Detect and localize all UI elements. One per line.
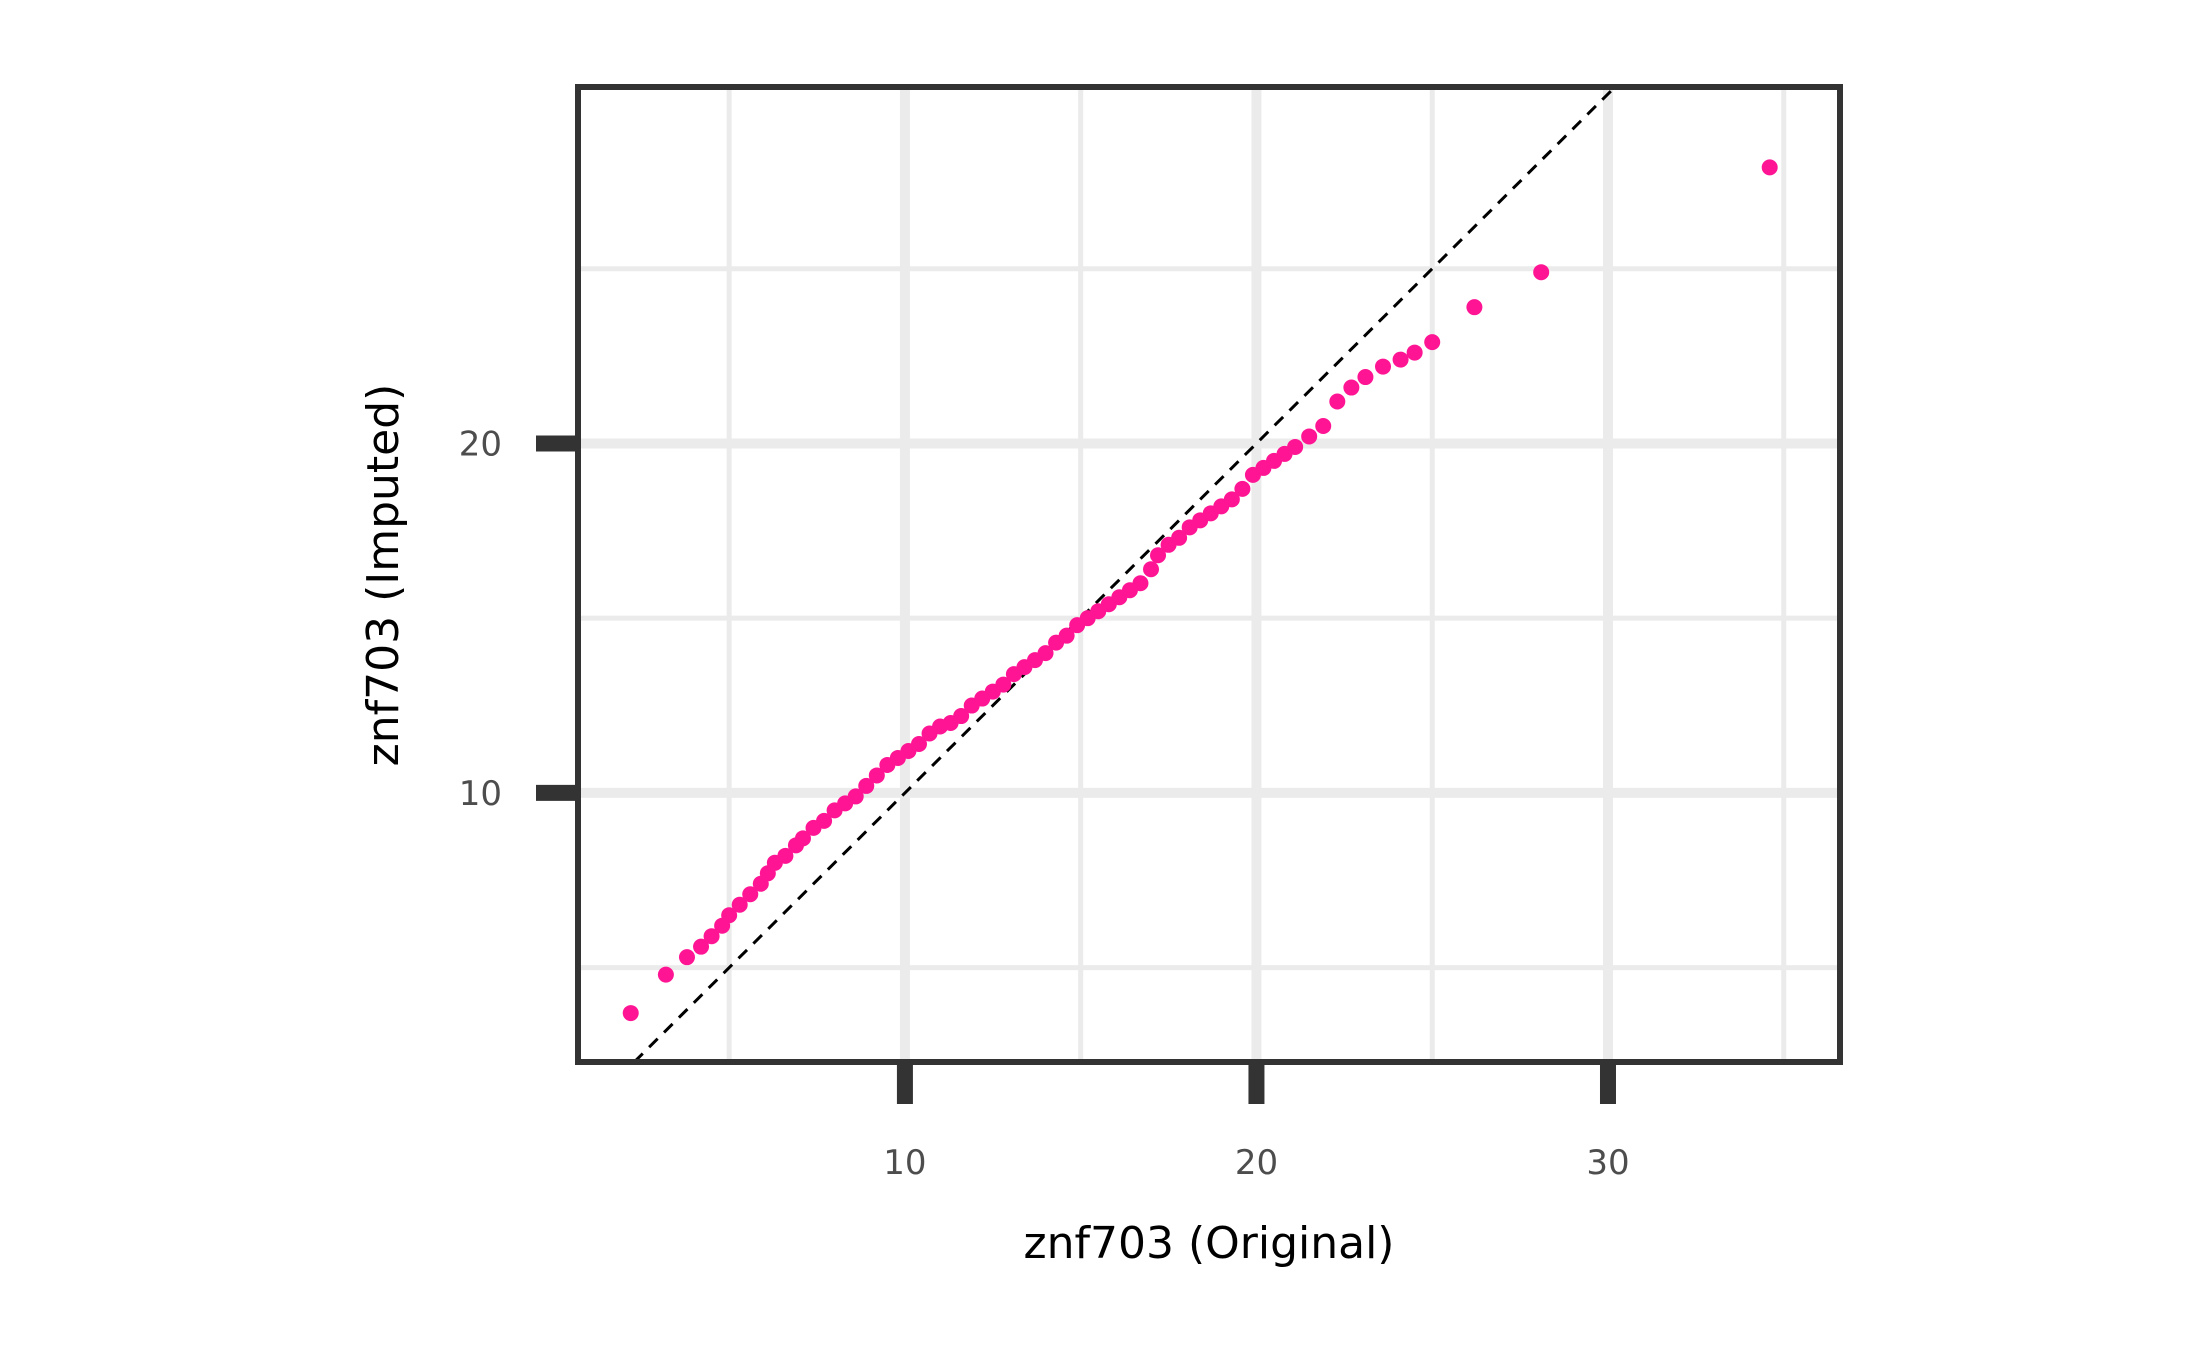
x-tick-label: 30 xyxy=(1586,1143,1629,1183)
data-point xyxy=(1357,369,1374,386)
data-point xyxy=(868,767,885,784)
data-point xyxy=(1424,334,1441,351)
data-point xyxy=(657,966,674,983)
panel-background xyxy=(578,87,1840,1062)
data-point xyxy=(731,896,748,913)
data-point xyxy=(1287,438,1304,455)
data-point xyxy=(1223,491,1240,508)
axis-ticks xyxy=(536,435,1616,1104)
data-point xyxy=(1466,299,1483,316)
data-point xyxy=(703,928,720,945)
y-tick-label: 10 xyxy=(459,774,502,814)
major-grid xyxy=(578,87,1840,1062)
data-point xyxy=(847,788,864,805)
data-point xyxy=(995,676,1012,693)
data-point xyxy=(742,886,759,903)
data-point xyxy=(1375,358,1392,375)
data-point xyxy=(1301,428,1318,445)
data-point xyxy=(910,735,927,752)
x-tick-label: 10 xyxy=(883,1143,926,1183)
data-point xyxy=(721,907,738,924)
data-point xyxy=(1392,351,1409,368)
data-point xyxy=(794,830,811,847)
panel-border xyxy=(575,84,1843,1065)
x-axis-title: znf703 (Original) xyxy=(1024,1218,1395,1269)
minor-grid xyxy=(578,87,1840,1062)
data-point xyxy=(1142,561,1159,578)
data-point xyxy=(1329,393,1346,410)
data-point xyxy=(1150,547,1167,564)
data-point xyxy=(1234,480,1251,497)
data-point xyxy=(622,1005,639,1022)
data-point xyxy=(953,708,970,725)
data-point xyxy=(1761,159,1778,176)
data-point xyxy=(858,777,875,794)
axis-tick-labels: 10 20 30 10 20 xyxy=(459,424,1630,1183)
data-point xyxy=(1132,575,1149,592)
data-point xyxy=(777,847,794,864)
data-point xyxy=(1406,344,1423,361)
data-point xyxy=(1058,627,1075,644)
data-point xyxy=(678,949,695,966)
data-point xyxy=(693,938,710,955)
data-point xyxy=(1315,417,1332,434)
y-tick-label: 20 xyxy=(459,424,502,464)
data-point xyxy=(1533,264,1550,281)
data-point xyxy=(816,812,833,829)
data-points xyxy=(622,159,1778,1022)
y-axis-title: znf703 (Imputed) xyxy=(358,384,409,767)
data-point xyxy=(1171,529,1188,546)
data-point xyxy=(1343,379,1360,396)
data-point xyxy=(1037,645,1054,662)
x-tick-label: 20 xyxy=(1235,1143,1278,1183)
